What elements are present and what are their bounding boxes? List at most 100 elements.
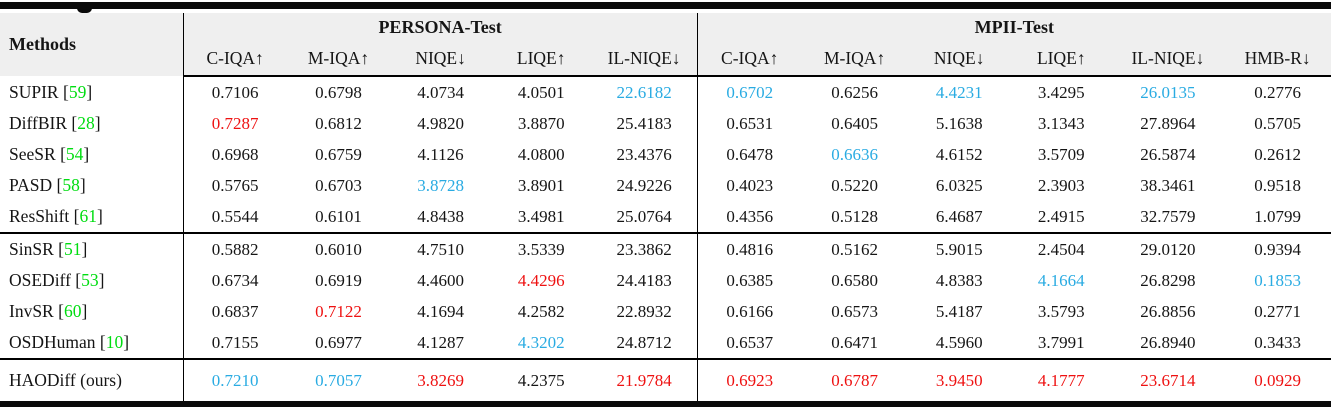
metric-value: 2.4915	[1037, 206, 1085, 226]
metric-value: 3.5339	[517, 239, 565, 259]
table-header: Methods PERSONA-Test MPII-Test C-IQA↑ M-…	[0, 13, 1331, 77]
metric-value: 0.2612	[1254, 144, 1301, 164]
metric-value: 0.6968	[182, 139, 287, 170]
citation-ref[interactable]: 10	[105, 332, 124, 352]
metric-value: 4.2375	[517, 370, 565, 390]
citation-ref[interactable]: 54	[65, 144, 84, 164]
metric-value: 0.4816	[696, 233, 802, 265]
citation-ref[interactable]: 53	[81, 270, 99, 290]
metric-value: 0.6636	[831, 144, 878, 164]
method-name: OSEDiff	[9, 270, 71, 290]
citation-open-bracket: [	[70, 270, 82, 290]
metric-value: 26.8940	[1140, 332, 1196, 352]
column-header-mpii-c-iqa: C-IQA↑	[696, 41, 802, 77]
citation-ref[interactable]: 28	[77, 113, 95, 133]
metric-value: 0.2771	[1254, 301, 1301, 321]
table-row: ResShift [61] 0.5544 0.6101 4.8438 3.4981 25.…	[0, 201, 1331, 233]
metric-value: 4.0800	[517, 144, 565, 164]
metric-value: 0.7287	[182, 108, 287, 139]
method-cell: HAODiff (ours)	[0, 359, 183, 404]
citation-ref[interactable]: 58	[62, 175, 80, 195]
metric-value: 0.6580	[831, 270, 878, 290]
column-header-mpii-niqe: NIQE↓	[907, 41, 1011, 77]
column-header-mpii-m-iqa: M-IQA↑	[801, 41, 908, 77]
metric-value: 4.8438	[417, 206, 464, 226]
citation-close-bracket: ]	[79, 175, 86, 195]
column-header-persona-c-iqa: C-IQA↑	[182, 41, 287, 77]
metric-value: 26.8298	[1140, 270, 1196, 290]
metric-value: 6.0325	[935, 175, 983, 195]
metric-value: 3.8901	[517, 175, 565, 195]
citation-open-bracket: [	[53, 239, 64, 259]
metric-value: 25.0764	[616, 206, 672, 226]
metric-value: 23.6714	[1140, 370, 1196, 390]
column-header-persona-il-niqe: IL-NIQE↓	[591, 41, 698, 77]
metric-value: 3.4295	[1037, 82, 1085, 102]
table-row: OSDHuman [10] 0.7155 0.6977 4.1287 4.3202 24.…	[0, 327, 1331, 359]
metric-value: 32.7579	[1140, 206, 1196, 226]
table-top-rule	[0, 2, 1331, 9]
metric-value: 2.4504	[1037, 239, 1085, 259]
metric-value: 0.5882	[182, 233, 287, 265]
metric-value: 5.1638	[935, 113, 983, 133]
metric-value: 4.4296	[517, 270, 565, 290]
citation-open-bracket: [	[95, 332, 106, 352]
metric-value: 4.4600	[417, 270, 464, 290]
citation-open-bracket: [	[69, 206, 80, 226]
metric-value: 0.6759	[315, 144, 362, 164]
method-name: SUPIR	[9, 81, 59, 102]
metric-value: 3.8728	[417, 175, 464, 195]
metric-value: 3.8870	[517, 113, 565, 133]
method-cell: InvSR [60]	[0, 296, 183, 327]
metric-value: 4.7510	[417, 239, 464, 259]
metric-value: 0.6812	[315, 113, 362, 133]
citation-open-bracket: [	[52, 175, 63, 195]
method-name: SeeSR	[9, 144, 56, 164]
methods-column-header: Methods	[9, 34, 76, 54]
table-row: OSEDiff [53] 0.6734 0.6919 4.4600 4.4296 24.4…	[0, 265, 1331, 296]
metric-value: 0.6798	[315, 82, 362, 102]
table-row: HAODiff (ours) 0.7210 0.7057 3.8269 4.2375 21…	[0, 359, 1331, 404]
metric-value: 0.0929	[1254, 370, 1301, 390]
metric-value: 0.6537	[696, 327, 802, 359]
metric-value: 26.8856	[1140, 301, 1196, 321]
metric-value: 0.7210	[182, 359, 287, 404]
metric-value: 0.7155	[182, 327, 287, 359]
metric-value: 0.6531	[696, 108, 802, 139]
citation-open-bracket: [	[55, 144, 66, 164]
citation-ref[interactable]: 51	[63, 239, 82, 259]
method-name: PASD	[9, 175, 53, 195]
metric-value: 26.5874	[1140, 144, 1196, 164]
metric-value: 24.9226	[616, 175, 672, 195]
metric-value: 24.4183	[616, 270, 672, 290]
metric-value: 0.5705	[1254, 113, 1301, 133]
citation-close-bracket: ]	[81, 301, 88, 321]
metric-value: 4.9820	[417, 113, 464, 133]
metric-value: 27.8964	[1140, 113, 1196, 133]
citation-open-bracket: [	[67, 113, 78, 133]
metric-value: 0.6734	[182, 265, 287, 296]
metric-value: 0.2776	[1254, 82, 1301, 102]
method-cell: SeeSR [54]	[0, 139, 183, 170]
method-cell: SinSR [51]	[0, 233, 183, 265]
citation-ref[interactable]: 61	[79, 206, 98, 226]
method-cell: OSDHuman [10]	[0, 327, 183, 359]
metric-value: 4.6152	[935, 144, 983, 164]
method-cell: PASD [58]	[0, 170, 183, 201]
metric-value: 3.1343	[1037, 113, 1085, 133]
metric-value: 4.1664	[1037, 270, 1085, 290]
metric-value: 5.4187	[935, 301, 983, 321]
metric-value: 0.1853	[1254, 270, 1301, 290]
citation-close-bracket: ]	[94, 113, 101, 133]
method-cell: SUPIR [59]	[0, 76, 183, 108]
metric-value: 3.4981	[517, 206, 565, 226]
column-header-persona-niqe: NIQE↓	[390, 41, 491, 77]
metric-value: 0.6703	[315, 175, 362, 195]
metric-value: 3.9450	[935, 370, 983, 390]
citation-ref[interactable]: 60	[63, 301, 82, 321]
citation-ref[interactable]: 59	[68, 81, 87, 102]
metric-value: 0.6166	[696, 296, 802, 327]
metric-value: 0.6573	[831, 301, 878, 321]
column-header-persona-m-iqa: M-IQA↑	[286, 41, 391, 77]
